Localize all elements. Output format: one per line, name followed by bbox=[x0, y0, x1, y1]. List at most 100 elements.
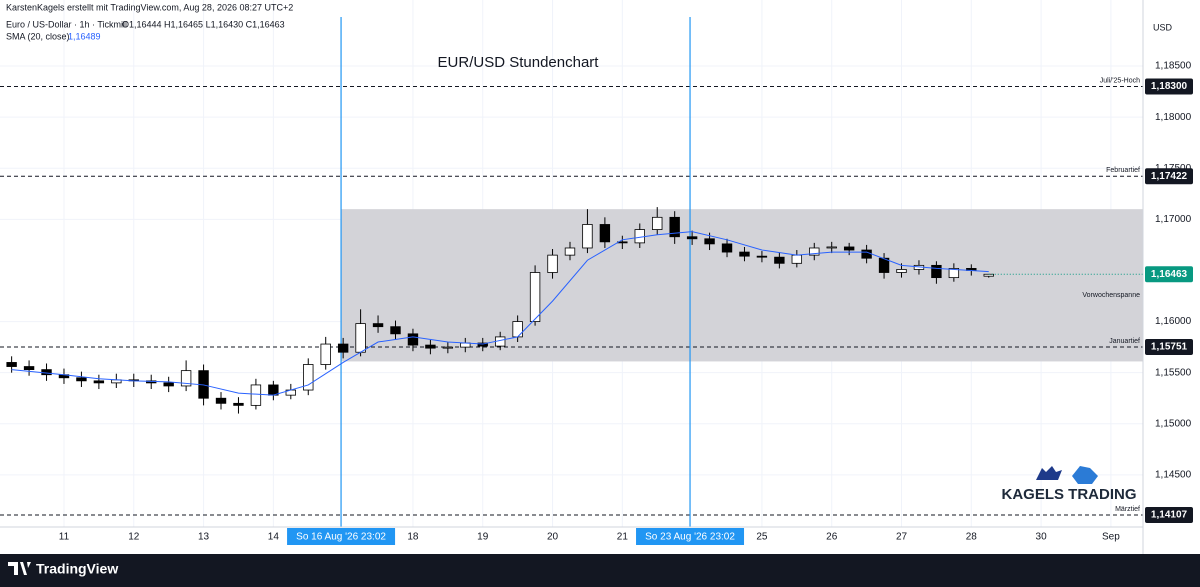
candle-body bbox=[76, 377, 87, 382]
marker-label-box bbox=[636, 528, 745, 545]
candle-body bbox=[303, 364, 314, 391]
footer-logo bbox=[8, 562, 31, 575]
y-tick-label: 1,16000 bbox=[1155, 316, 1192, 327]
x-tick-label: 26 bbox=[826, 532, 838, 543]
candle-body bbox=[372, 323, 384, 328]
candle-body bbox=[948, 268, 960, 279]
marker-label-box bbox=[287, 528, 396, 545]
candle-body bbox=[407, 333, 419, 346]
candle-body bbox=[686, 236, 698, 240]
candle-body bbox=[704, 238, 715, 245]
candle-body bbox=[634, 229, 645, 244]
level-price-box bbox=[1145, 339, 1193, 356]
y-tick-label: 1,17000 bbox=[1155, 214, 1192, 225]
level-name: Märztief bbox=[1115, 506, 1140, 513]
last-price-box bbox=[1145, 266, 1193, 283]
level-name: Juli/'25-Hoch bbox=[1100, 77, 1140, 84]
level-price-box bbox=[1145, 507, 1193, 524]
candle-body bbox=[41, 369, 52, 376]
level-price-box bbox=[1145, 168, 1193, 185]
candle-body bbox=[791, 254, 803, 264]
chart-title: EUR/USD Stundenchart bbox=[438, 54, 600, 71]
candle-body bbox=[250, 384, 262, 406]
x-tick-label: 13 bbox=[198, 532, 210, 543]
range-label: Vorwochenspanne bbox=[1082, 292, 1140, 299]
candle-body bbox=[931, 264, 942, 279]
y-tick-label: 1,18000 bbox=[1155, 112, 1192, 123]
sma-legend-value: 1,16489 bbox=[68, 31, 101, 41]
currency: USD bbox=[1153, 22, 1173, 32]
x-tick-label: 30 bbox=[1036, 532, 1048, 543]
candle-body bbox=[163, 382, 174, 387]
candle-body bbox=[233, 402, 244, 406]
candle-body bbox=[529, 272, 541, 322]
bear-icon bbox=[1072, 466, 1098, 484]
x-tick-label: 14 bbox=[268, 532, 280, 543]
x-tick-label: 19 bbox=[477, 532, 489, 543]
candle-body bbox=[774, 256, 785, 264]
level-price-label: 1,18300 bbox=[1151, 81, 1188, 92]
sma-legend: SMA (20, close) bbox=[6, 31, 70, 41]
x-tick-label: Sep bbox=[1102, 532, 1120, 543]
x-tick-label: 11 bbox=[59, 532, 70, 543]
candle-body bbox=[23, 366, 35, 371]
candle-body bbox=[861, 249, 872, 259]
candle-body bbox=[721, 243, 733, 253]
y-tick-label: 1,15000 bbox=[1155, 418, 1192, 429]
axes: 1,145001,150001,155001,160001,170001,175… bbox=[59, 61, 1193, 545]
candle-body bbox=[180, 370, 192, 387]
candle-body bbox=[843, 246, 855, 251]
candle-body bbox=[669, 216, 680, 238]
plot: Vorwochenspanne Juli/'25-Hoch Februartief J… bbox=[0, 17, 1143, 527]
x-tick-label: 18 bbox=[407, 532, 419, 543]
candle-body bbox=[512, 321, 523, 338]
ohlc: O1,16444 H1,16465 L1,16430 C1,16463 bbox=[122, 19, 285, 29]
x-tick-label: 27 bbox=[896, 532, 908, 543]
candle-body bbox=[6, 362, 17, 367]
footer-bar bbox=[0, 554, 1200, 587]
candle-body bbox=[477, 342, 488, 347]
marker-label: So 23 Aug '26 23:02 bbox=[645, 532, 735, 543]
candle-body bbox=[93, 380, 105, 384]
candle-body bbox=[215, 397, 227, 404]
last-price-label: 1,16463 bbox=[1151, 269, 1188, 280]
level-name: Februartief bbox=[1106, 167, 1140, 174]
candle-body bbox=[425, 344, 436, 349]
candle-body bbox=[355, 323, 366, 353]
bull-icon bbox=[1036, 466, 1062, 480]
logo-icons bbox=[1036, 466, 1098, 484]
x-tick-label: 28 bbox=[966, 532, 978, 543]
level-price-label: 1,15751 bbox=[1151, 342, 1188, 353]
x-tick-label: 21 bbox=[617, 532, 629, 543]
candle-body bbox=[599, 224, 611, 243]
logo-text: KAGELS TRADING bbox=[1002, 486, 1137, 503]
candle-body bbox=[739, 251, 750, 257]
level-name: Januartief bbox=[1109, 338, 1140, 345]
y-tick-label: 1,15500 bbox=[1155, 367, 1192, 378]
candle-body bbox=[320, 343, 331, 365]
candle-body bbox=[826, 246, 837, 249]
y-tick-label: 1,14500 bbox=[1155, 470, 1192, 481]
sma-line bbox=[11, 231, 989, 396]
y-tick-label: 1,18500 bbox=[1155, 61, 1192, 72]
candle-body bbox=[582, 224, 593, 249]
x-tick-label: 25 bbox=[756, 532, 768, 543]
candle-body bbox=[547, 254, 558, 273]
x-tick-label: 12 bbox=[128, 532, 140, 543]
level-price-label: 1,14107 bbox=[1151, 510, 1188, 521]
candle-body bbox=[390, 326, 401, 335]
symbol: Euro / US-Dollar · 1h · Tickmill bbox=[6, 19, 127, 29]
range-box bbox=[341, 209, 1143, 362]
level-price-box bbox=[1145, 78, 1193, 95]
candle-body bbox=[564, 247, 576, 256]
candle-body bbox=[809, 247, 820, 256]
footer-text: TradingView bbox=[36, 561, 118, 577]
candle-body bbox=[652, 216, 663, 230]
x-tick-label: 20 bbox=[547, 532, 559, 543]
candle-body bbox=[756, 255, 768, 258]
candle-body bbox=[896, 269, 907, 273]
candle-body bbox=[442, 346, 454, 349]
candle-body bbox=[337, 343, 349, 353]
